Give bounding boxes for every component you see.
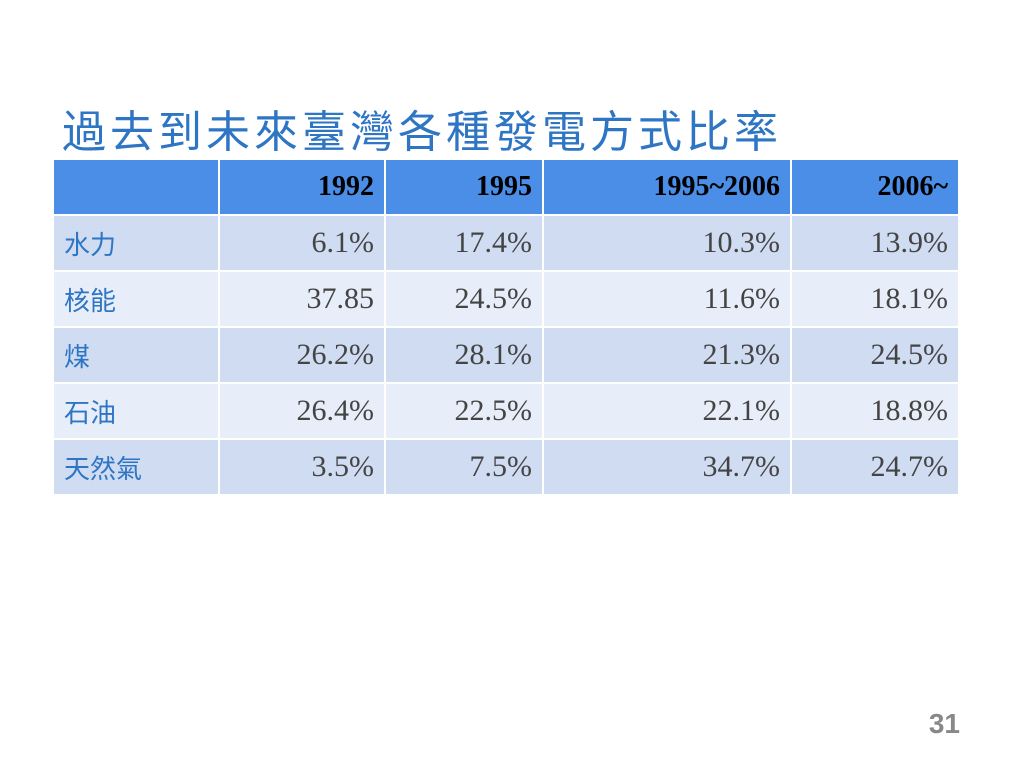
table-row: 水力 6.1% 17.4% 10.3% 13.9%: [52, 214, 960, 272]
table-row: 煤 26.2% 28.1% 21.3% 24.5%: [52, 326, 960, 384]
table-row: 1992 1995 1995~2006 2006~: [52, 158, 960, 216]
table-cell: 1995~2006: [542, 158, 792, 216]
table: 1992 1995 1995~2006 2006~ 水力 6.1% 17.4% 10.3% 13…: [52, 158, 960, 496]
table-cell: 22.5%: [384, 382, 544, 440]
table-cell: 24.5%: [384, 270, 544, 328]
table-cell: 煤: [52, 326, 220, 384]
table-cell: 37.85: [218, 270, 386, 328]
table-cell: [52, 158, 220, 216]
table-cell: 天然氣: [52, 438, 220, 496]
table-cell: 28.1%: [384, 326, 544, 384]
table-cell: 24.5%: [790, 326, 960, 384]
table-cell: 7.5%: [384, 438, 544, 496]
table-cell: 6.1%: [218, 214, 386, 272]
table-cell: 24.7%: [790, 438, 960, 496]
page-number: 31: [928, 708, 960, 739]
table-cell: 26.2%: [218, 326, 386, 384]
table-cell: 10.3%: [542, 214, 792, 272]
table-row: 核能 37.85 24.5% 11.6% 18.1%: [52, 270, 960, 328]
table-cell: 水力: [52, 214, 220, 272]
table-cell: 13.9%: [790, 214, 960, 272]
table-cell: 21.3%: [542, 326, 792, 384]
table-cell: 2006~: [790, 158, 960, 216]
table-row: 天然氣 3.5% 7.5% 34.7% 24.7%: [52, 438, 960, 496]
title: 過去到未來臺灣各種發電方式比率: [62, 107, 782, 158]
table-cell: 18.1%: [790, 270, 960, 328]
table-cell: 34.7%: [542, 438, 792, 496]
table-cell: 核能: [52, 270, 220, 328]
table-cell: 11.6%: [542, 270, 792, 328]
table-cell: 22.1%: [542, 382, 792, 440]
table-cell: 3.5%: [218, 438, 386, 496]
table-cell: 17.4%: [384, 214, 544, 272]
table-cell: 18.8%: [790, 382, 960, 440]
table-row: 石油 26.4% 22.5% 22.1% 18.8%: [52, 382, 960, 440]
table-cell: 1995: [384, 158, 544, 216]
table-cell: 1992: [218, 158, 386, 216]
table-cell: 石油: [52, 382, 220, 440]
table-cell: 26.4%: [218, 382, 386, 440]
